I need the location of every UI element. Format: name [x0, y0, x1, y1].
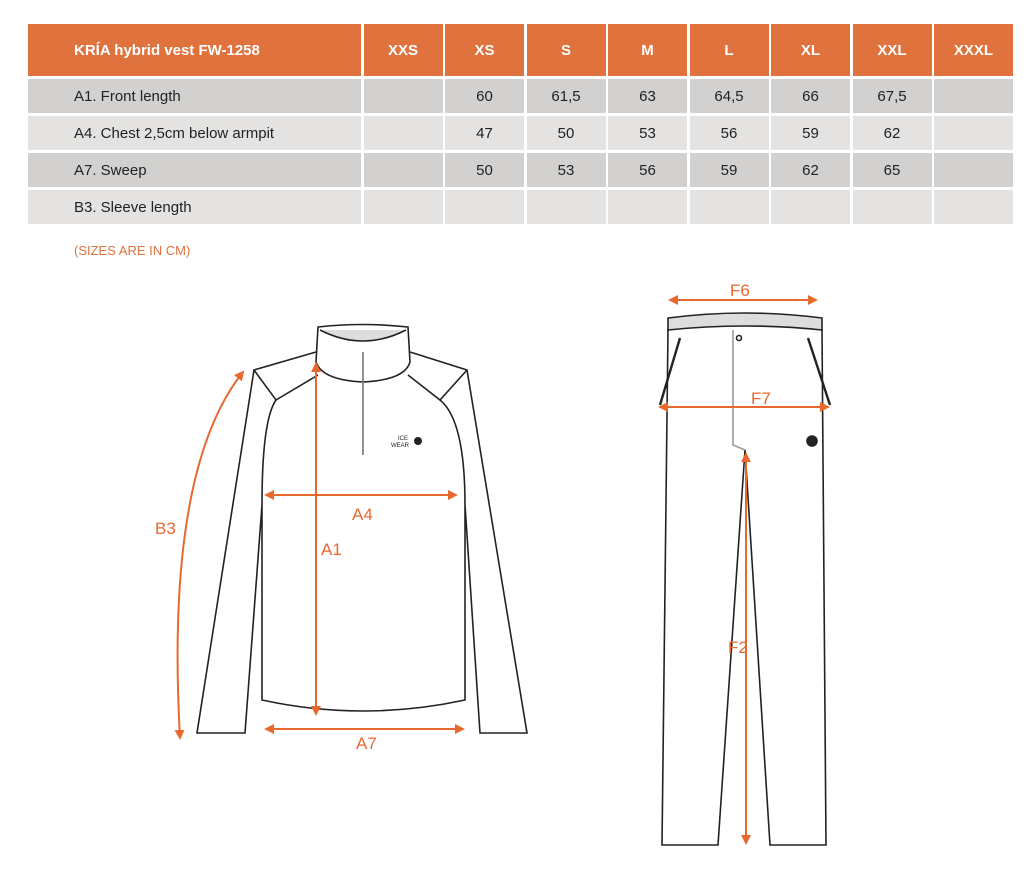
label-a7: A7: [356, 734, 377, 753]
table-cell: [934, 153, 1013, 187]
size-table: KRÍA hybrid vest FW-1258 XXS XS S M L XL XXL XXX…: [28, 24, 1013, 224]
table-cell: 67,5: [852, 79, 932, 113]
table-cell: 53: [608, 116, 687, 150]
arrow-b3: [174, 370, 245, 740]
table-cell: [934, 190, 1013, 224]
row-label: B3. Sleeve length: [28, 190, 361, 224]
shirt-drawing: [196, 323, 528, 734]
row-label: A7. Sweep: [28, 153, 361, 187]
table-cell: 59: [771, 116, 850, 150]
label-b3: B3: [155, 519, 176, 538]
size-header: XL: [771, 24, 850, 76]
size-header: XXS: [363, 24, 443, 76]
table-cell: 65: [852, 153, 932, 187]
row-label: A4. Chest 2,5cm below armpit: [28, 116, 361, 150]
table-cell: 53: [526, 153, 606, 187]
svg-text:ICE: ICE: [398, 436, 408, 442]
table-cell: 62: [771, 153, 850, 187]
table-cell: 63: [608, 79, 687, 113]
table-cell: 66: [771, 79, 850, 113]
table-cell: 59: [689, 153, 769, 187]
snowflake-icon: [414, 437, 422, 445]
table-cell: [934, 79, 1013, 113]
row-label: A1. Front length: [28, 79, 361, 113]
label-a1: A1: [321, 540, 342, 559]
table-cell: 64,5: [689, 79, 769, 113]
table-cell: 60: [445, 79, 524, 113]
size-header: XXXL: [934, 24, 1013, 76]
label-f6: F6: [730, 281, 750, 300]
table-cell: [689, 190, 769, 224]
table-cell: [526, 190, 606, 224]
size-header: L: [689, 24, 769, 76]
table-title: KRÍA hybrid vest FW-1258: [28, 24, 361, 76]
table-cell: [608, 190, 687, 224]
label-a4: A4: [352, 505, 373, 524]
table-cell: 62: [852, 116, 932, 150]
label-f7: F7: [751, 389, 771, 408]
pants-drawing: [658, 312, 832, 846]
table-cell: [363, 79, 443, 113]
measure-arrows: [174, 295, 830, 845]
units-note: (SIZES ARE IN CM): [74, 243, 191, 258]
table-cell: 47: [445, 116, 524, 150]
table-cell: [771, 190, 850, 224]
size-header: XS: [445, 24, 524, 76]
size-header: M: [608, 24, 687, 76]
table-cell: 50: [526, 116, 606, 150]
table-cell: 56: [608, 153, 687, 187]
size-header: XXL: [852, 24, 932, 76]
table-cell: [934, 116, 1013, 150]
table-cell: 50: [445, 153, 524, 187]
table-cell: [445, 190, 524, 224]
svg-text:WEAR: WEAR: [391, 443, 410, 449]
table-cell: [363, 116, 443, 150]
label-f2: F2: [728, 638, 748, 657]
table-cell: [363, 190, 443, 224]
table-cell: [852, 190, 932, 224]
size-header: S: [526, 24, 606, 76]
snowflake-icon: [806, 435, 818, 447]
table-cell: [363, 153, 443, 187]
table-cell: 61,5: [526, 79, 606, 113]
table-cell: 56: [689, 116, 769, 150]
